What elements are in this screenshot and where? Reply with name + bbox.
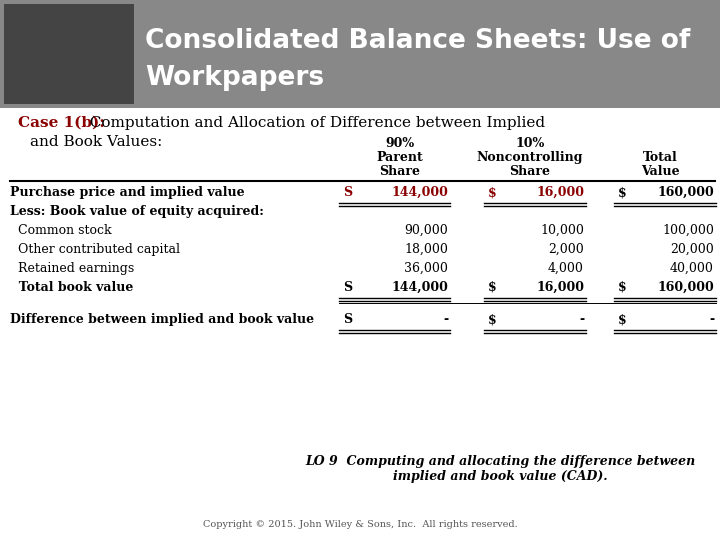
Text: 144,000: 144,000 <box>391 186 448 199</box>
Text: Total: Total <box>643 151 678 164</box>
Text: S: S <box>343 186 352 199</box>
Text: Copyright © 2015. John Wiley & Sons, Inc.  All rights reserved.: Copyright © 2015. John Wiley & Sons, Inc… <box>202 520 518 529</box>
Text: $: $ <box>618 313 626 326</box>
Text: S: S <box>343 313 352 326</box>
Text: 144,000: 144,000 <box>391 281 448 294</box>
Text: 4,000: 4,000 <box>548 262 584 275</box>
Text: Less: Book value of equity acquired:: Less: Book value of equity acquired: <box>10 205 264 218</box>
Text: 90,000: 90,000 <box>404 224 448 237</box>
Text: 10,000: 10,000 <box>540 224 584 237</box>
Text: $: $ <box>618 186 626 199</box>
Text: $: $ <box>618 281 626 294</box>
Text: Purchase price and implied value: Purchase price and implied value <box>10 186 245 199</box>
Text: -: - <box>709 313 714 326</box>
Text: $: $ <box>488 313 497 326</box>
Text: Parent: Parent <box>377 151 423 164</box>
Text: Consolidated Balance Sheets: Use of: Consolidated Balance Sheets: Use of <box>145 28 690 54</box>
Text: -: - <box>443 313 448 326</box>
Text: 90%: 90% <box>385 137 415 150</box>
Text: Noncontrolling: Noncontrolling <box>477 151 583 164</box>
Text: Value: Value <box>641 165 679 178</box>
Text: Retained earnings: Retained earnings <box>10 262 134 275</box>
Text: 20,000: 20,000 <box>670 243 714 256</box>
Text: Difference between implied and book value: Difference between implied and book valu… <box>10 313 314 326</box>
Text: Other contributed capital: Other contributed capital <box>10 243 180 256</box>
Text: 100,000: 100,000 <box>662 224 714 237</box>
Text: 18,000: 18,000 <box>404 243 448 256</box>
Text: implied and book value (CAD).: implied and book value (CAD). <box>392 470 607 483</box>
Text: S: S <box>343 281 352 294</box>
Text: 2,000: 2,000 <box>548 243 584 256</box>
Text: $: $ <box>488 281 497 294</box>
Text: 16,000: 16,000 <box>536 186 584 199</box>
Text: 16,000: 16,000 <box>536 281 584 294</box>
Text: Share: Share <box>379 165 420 178</box>
Text: Total book value: Total book value <box>10 281 133 294</box>
Text: -: - <box>579 313 584 326</box>
Bar <box>0 0 720 108</box>
Text: 36,000: 36,000 <box>404 262 448 275</box>
Text: Workpapers: Workpapers <box>145 65 324 91</box>
Text: Computation and Allocation of Difference between Implied: Computation and Allocation of Difference… <box>80 116 545 130</box>
Text: 10%: 10% <box>516 137 544 150</box>
Text: LO 9  Computing and allocating the difference between: LO 9 Computing and allocating the differ… <box>305 455 695 468</box>
Text: $: $ <box>488 186 497 199</box>
Text: Share: Share <box>510 165 551 178</box>
Text: 160,000: 160,000 <box>657 281 714 294</box>
Bar <box>4 4 134 104</box>
Text: 40,000: 40,000 <box>670 262 714 275</box>
Text: Common stock: Common stock <box>10 224 112 237</box>
Text: 160,000: 160,000 <box>657 186 714 199</box>
Text: Case 1(b):: Case 1(b): <box>18 116 105 130</box>
Text: and Book Values:: and Book Values: <box>30 135 163 149</box>
